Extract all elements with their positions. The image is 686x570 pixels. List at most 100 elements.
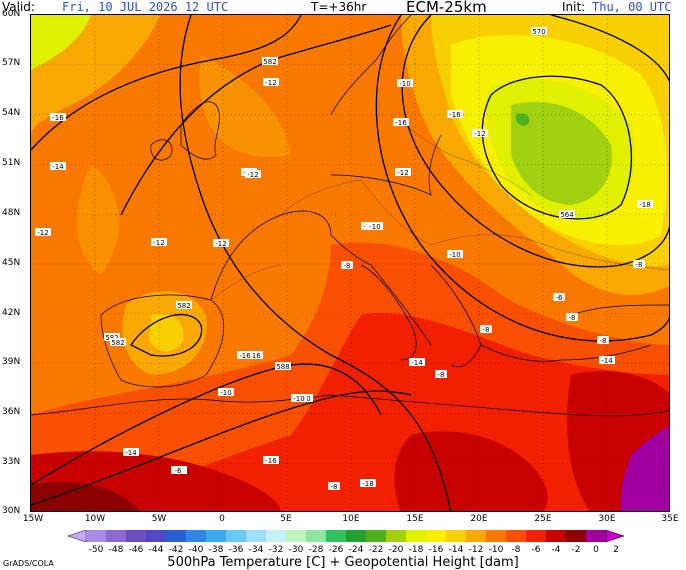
svg-text:-12: -12 [247,171,258,179]
svg-text:-8: -8 [636,261,643,269]
colorbar-value: -8 [511,545,521,555]
svg-text:570: 570 [532,28,545,36]
lat-label: 60N [2,9,21,19]
colorbar-value: 0 [593,545,599,555]
temperature-label: -12 [151,238,167,247]
colorbar-swatch [366,530,387,542]
colorbar-swatch [206,530,227,542]
temperature-label: -12 [263,78,279,87]
svg-text:-12: -12 [37,229,48,237]
temperature-label: -10 [367,222,383,231]
svg-text:-14: -14 [411,359,423,367]
svg-text:-14: -14 [125,449,137,457]
svg-text:-10: -10 [369,223,380,231]
temperature-label: -8 [566,313,578,322]
svg-text:-18: -18 [639,201,650,209]
temperature-label: -10 [397,79,413,88]
contour-label: 564 [559,210,575,219]
temperature-label: -16 [237,351,253,360]
temperature-label: -12 [213,239,229,248]
svg-text:-16: -16 [395,119,407,127]
temperature-label: -18 [360,479,376,488]
svg-text:-16: -16 [449,111,461,119]
temperature-label: -12 [245,170,261,179]
contour-label: 582 [110,338,126,347]
height-contours [31,15,669,511]
lon-label: 35E [661,514,679,524]
temperature-label: -10 [291,394,307,403]
lat-label: 33N [2,457,21,467]
colorbar-value: -30 [288,545,304,555]
colorbar-swatch [286,530,307,542]
svg-text:588: 588 [276,363,289,371]
colorbar-value: -40 [188,545,204,555]
temperature-labels: -12 -16 -14 -12 -12 -12 -12 -12 -10 -16 -12 -18 -10 -… [35,78,653,491]
map-caption: 500hPa Temperature [C] + Geopotential He… [167,555,519,570]
colorbar-arrow-right [605,530,625,542]
init-label: Init: [562,0,586,14]
lon-label: 30E [598,514,616,524]
colorbar-value: -16 [428,545,444,555]
colorbar-swatch [486,530,507,542]
svg-text:-10: -10 [399,80,410,88]
colorbar-swatch [466,530,487,542]
colorbar-value: -50 [88,545,104,555]
colorbar-value: -44 [148,545,164,555]
colorbar-value: -14 [448,545,464,555]
svg-text:-8: -8 [344,262,351,270]
colorbar-swatch [246,530,267,542]
contour-line [130,314,203,357]
lon-label: 25E [534,514,552,524]
colorbar-swatch [126,530,147,542]
colorbar-swatch [106,530,127,542]
map-panel[interactable]: 570582564588582582582 -12-16-14-12-12-12… [30,14,670,512]
svg-text:-8: -8 [600,337,607,345]
colorbar-swatch [86,530,107,542]
svg-text:-14: -14 [601,357,613,365]
svg-text:582: 582 [263,58,276,66]
lat-label: 57N [2,58,21,68]
lat-label: 36N [2,407,21,417]
lon-label: 10W [84,514,106,524]
lon-label: 20E [470,514,488,524]
contour-line [550,15,669,83]
lat-label: 51N [2,158,21,168]
svg-text:-6: -6 [175,467,183,475]
svg-text:-10: -10 [293,395,304,403]
temperature-label: -6 [172,466,184,475]
contour-line [120,24,392,216]
colorbar-value: -18 [408,545,424,555]
lat-label: 48N [2,208,21,218]
lon-label: 5W [151,514,167,524]
temperature-label: -12 [35,228,51,237]
colorbar-value: -46 [128,545,144,555]
temperature-label: -12 [472,129,488,138]
svg-text:-16: -16 [239,352,251,360]
svg-text:-12: -12 [265,79,276,87]
colorbar-value: -10 [488,545,504,555]
colorbar-swatch [306,530,327,542]
temperature-label: -14 [409,358,425,367]
temperature-label: -16 [263,456,279,465]
svg-text:-6: -6 [556,294,564,302]
temperature-label: -16 [50,113,66,122]
lat-label: 54N [2,108,21,118]
colorbar-value: -4 [551,545,561,555]
temperature-label: -16 [247,351,263,360]
temperature-label: -8 [328,482,340,491]
temperature-label: -12 [395,168,411,177]
svg-text:-12: -12 [397,169,408,177]
colorbar-swatch [386,530,407,542]
lon-label: 10E [342,514,360,524]
temperature-label: -14 [599,356,615,365]
svg-text:582: 582 [111,339,124,347]
contour-line [31,15,302,151]
coastlines [31,15,669,417]
forecast-lead-time: T=+36hr [311,0,367,14]
valid-label: Valid: [2,0,35,14]
colorbar-swatch [446,530,467,542]
colorbar-value: -28 [308,545,324,555]
temperature-label: -8 [633,260,645,269]
contour-label: 582 [176,301,192,310]
valid-datetime: Fri, 10 JUL 2026 12 UTC [62,0,229,14]
